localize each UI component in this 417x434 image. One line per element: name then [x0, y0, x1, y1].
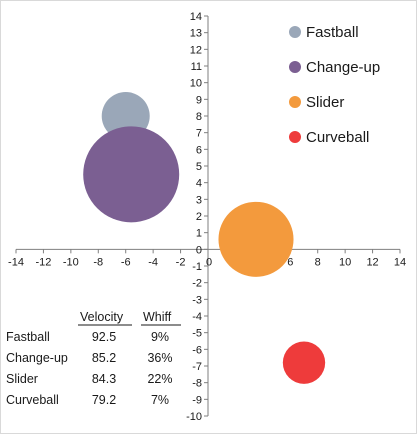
data-table: Velocity Whiff Fastball 92.5 9% Change-up 85.2… — [6, 310, 181, 407]
axes: -14-12-10-8-6-4-202468101214-10-9-8-7-6-… — [8, 11, 406, 423]
table-row-label: Fastball — [6, 330, 50, 344]
table-cell-velocity: 79.2 — [92, 393, 116, 407]
legend-marker-change-up — [289, 61, 301, 73]
y-tick-label: -9 — [192, 394, 202, 406]
y-tick-label: 0 — [196, 244, 202, 256]
y-tick-label: 11 — [191, 61, 202, 73]
y-tick-label: 2 — [196, 211, 202, 223]
table-cell-whiff: 22% — [147, 372, 172, 386]
y-tick-label: 9 — [196, 94, 202, 106]
legend-label-slider: Slider — [306, 94, 344, 111]
table-row-label: Change-up — [6, 351, 68, 365]
y-tick-label: 3 — [196, 194, 202, 206]
y-tick-label: 13 — [190, 28, 202, 40]
y-tick-label: 10 — [190, 78, 202, 90]
x-tick-label: 12 — [366, 256, 378, 268]
x-tick-label: -8 — [93, 256, 103, 268]
legend-label-curveball: Curveball — [306, 129, 369, 146]
x-tick-label: 10 — [339, 256, 351, 268]
y-tick-label: 5 — [196, 161, 202, 173]
table-header: Velocity — [80, 310, 124, 324]
y-tick-label: 14 — [190, 11, 202, 23]
legend: Fastball Change-up Slider Curveball — [289, 24, 380, 146]
legend-marker-fastball — [289, 26, 301, 38]
y-tick-label: 7 — [196, 128, 202, 140]
y-tick-label: -10 — [186, 411, 202, 423]
y-tick-label: -5 — [192, 328, 202, 340]
y-tick-label: -3 — [192, 294, 202, 306]
y-tick-label: 6 — [196, 144, 202, 156]
y-tick-label: 12 — [190, 44, 202, 56]
legend-label-fastball: Fastball — [306, 24, 359, 41]
x-tick-label: 8 — [315, 256, 321, 268]
legend-marker-curveball — [289, 131, 301, 143]
y-tick-label: -6 — [192, 344, 202, 356]
y-tick-label: -8 — [192, 378, 202, 390]
y-tick-label: -2 — [192, 278, 202, 290]
bubble-slider — [218, 201, 294, 277]
x-tick-label: -14 — [8, 256, 24, 268]
table-cell-whiff: 7% — [151, 393, 169, 407]
x-tick-label: -12 — [35, 256, 51, 268]
table-cell-velocity: 92.5 — [92, 330, 116, 344]
bubble-curveball — [282, 341, 326, 384]
bubble-change-up — [83, 126, 180, 223]
x-tick-label: 14 — [394, 256, 406, 268]
x-tick-label: -6 — [121, 256, 131, 268]
table-cell-velocity: 85.2 — [92, 351, 116, 365]
x-tick-label: 0 — [206, 256, 212, 268]
x-tick-label: -4 — [148, 256, 158, 268]
x-tick-label: -10 — [63, 256, 79, 268]
table-row-label: Curveball — [6, 393, 59, 407]
legend-marker-slider — [289, 96, 301, 108]
table-header: Whiff — [143, 310, 172, 324]
x-tick-label: 6 — [287, 256, 293, 268]
y-tick-label: -7 — [192, 361, 202, 373]
y-tick-label: 4 — [196, 178, 202, 190]
y-tick-label: -1 — [192, 261, 202, 273]
y-tick-label: 1 — [196, 228, 202, 240]
table-row-label: Slider — [6, 372, 38, 386]
bubbles — [83, 92, 326, 384]
table-cell-velocity: 84.3 — [92, 372, 116, 386]
table-cell-whiff: 36% — [147, 351, 172, 365]
x-tick-label: -2 — [176, 256, 186, 268]
legend-label-change-up: Change-up — [306, 59, 380, 76]
y-tick-label: -4 — [192, 311, 202, 323]
table-cell-whiff: 9% — [151, 330, 169, 344]
y-tick-label: 8 — [196, 111, 202, 123]
